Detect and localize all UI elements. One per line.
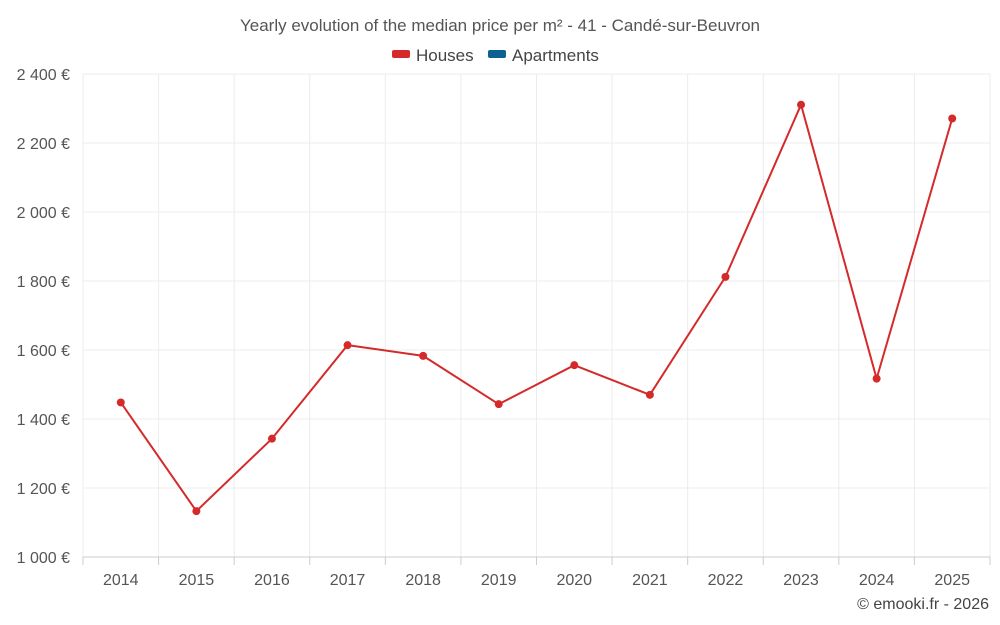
data-point-houses[interactable] <box>419 351 428 360</box>
x-tick-label: 2023 <box>783 572 819 589</box>
x-tick-label: 2021 <box>632 572 668 589</box>
legend-label-houses: Houses <box>416 46 474 65</box>
series <box>116 100 957 516</box>
x-tick-label: 2025 <box>934 572 970 589</box>
y-tick-label: 2 200 € <box>17 136 70 153</box>
legend-label-apartments: Apartments <box>512 46 599 65</box>
legend-swatch-houses <box>392 50 410 58</box>
x-tick-label: 2014 <box>103 572 139 589</box>
x-tick-label: 2017 <box>330 572 366 589</box>
credit-text: © emooki.fr - 2026 <box>857 596 989 613</box>
data-point-houses[interactable] <box>343 341 352 350</box>
x-tick-label: 2022 <box>708 572 744 589</box>
y-tick-label: 1 800 € <box>17 274 70 291</box>
y-tick-label: 2 400 € <box>17 67 70 84</box>
data-point-houses[interactable] <box>267 434 276 443</box>
data-point-houses[interactable] <box>948 114 957 123</box>
legend-item-apartments[interactable]: Apartments <box>488 46 599 65</box>
y-tick-label: 2 000 € <box>17 205 70 222</box>
chart-title: Yearly evolution of the median price per… <box>240 16 760 35</box>
data-point-houses[interactable] <box>116 398 125 407</box>
data-point-houses[interactable] <box>645 390 654 399</box>
legend: Houses Apartments <box>392 46 599 65</box>
x-tick-label: 2016 <box>254 572 290 589</box>
x-tick-label: 2024 <box>859 572 895 589</box>
y-tick-label: 1 400 € <box>17 412 70 429</box>
data-point-houses[interactable] <box>494 400 503 409</box>
legend-item-houses[interactable]: Houses <box>392 46 474 65</box>
y-tick-label: 1 600 € <box>17 343 70 360</box>
y-tick-label: 1 000 € <box>17 550 70 567</box>
grid <box>82 73 991 557</box>
legend-swatch-apartments <box>488 50 506 58</box>
data-point-houses[interactable] <box>192 507 201 516</box>
data-point-houses[interactable] <box>872 374 881 383</box>
x-tick-label: 2020 <box>556 572 592 589</box>
data-point-houses[interactable] <box>570 361 579 370</box>
x-tick-label: 2015 <box>179 572 215 589</box>
data-point-houses[interactable] <box>721 272 730 281</box>
data-point-houses[interactable] <box>797 100 806 109</box>
axes: 1 000 € 1 200 € 1 400 € 1 600 € 1 800 € 2 000… <box>17 67 991 589</box>
x-tick-label: 2019 <box>481 572 517 589</box>
x-tick-label: 2018 <box>405 572 441 589</box>
series-line-houses <box>119 103 954 513</box>
y-tick-label: 1 200 € <box>17 481 70 498</box>
